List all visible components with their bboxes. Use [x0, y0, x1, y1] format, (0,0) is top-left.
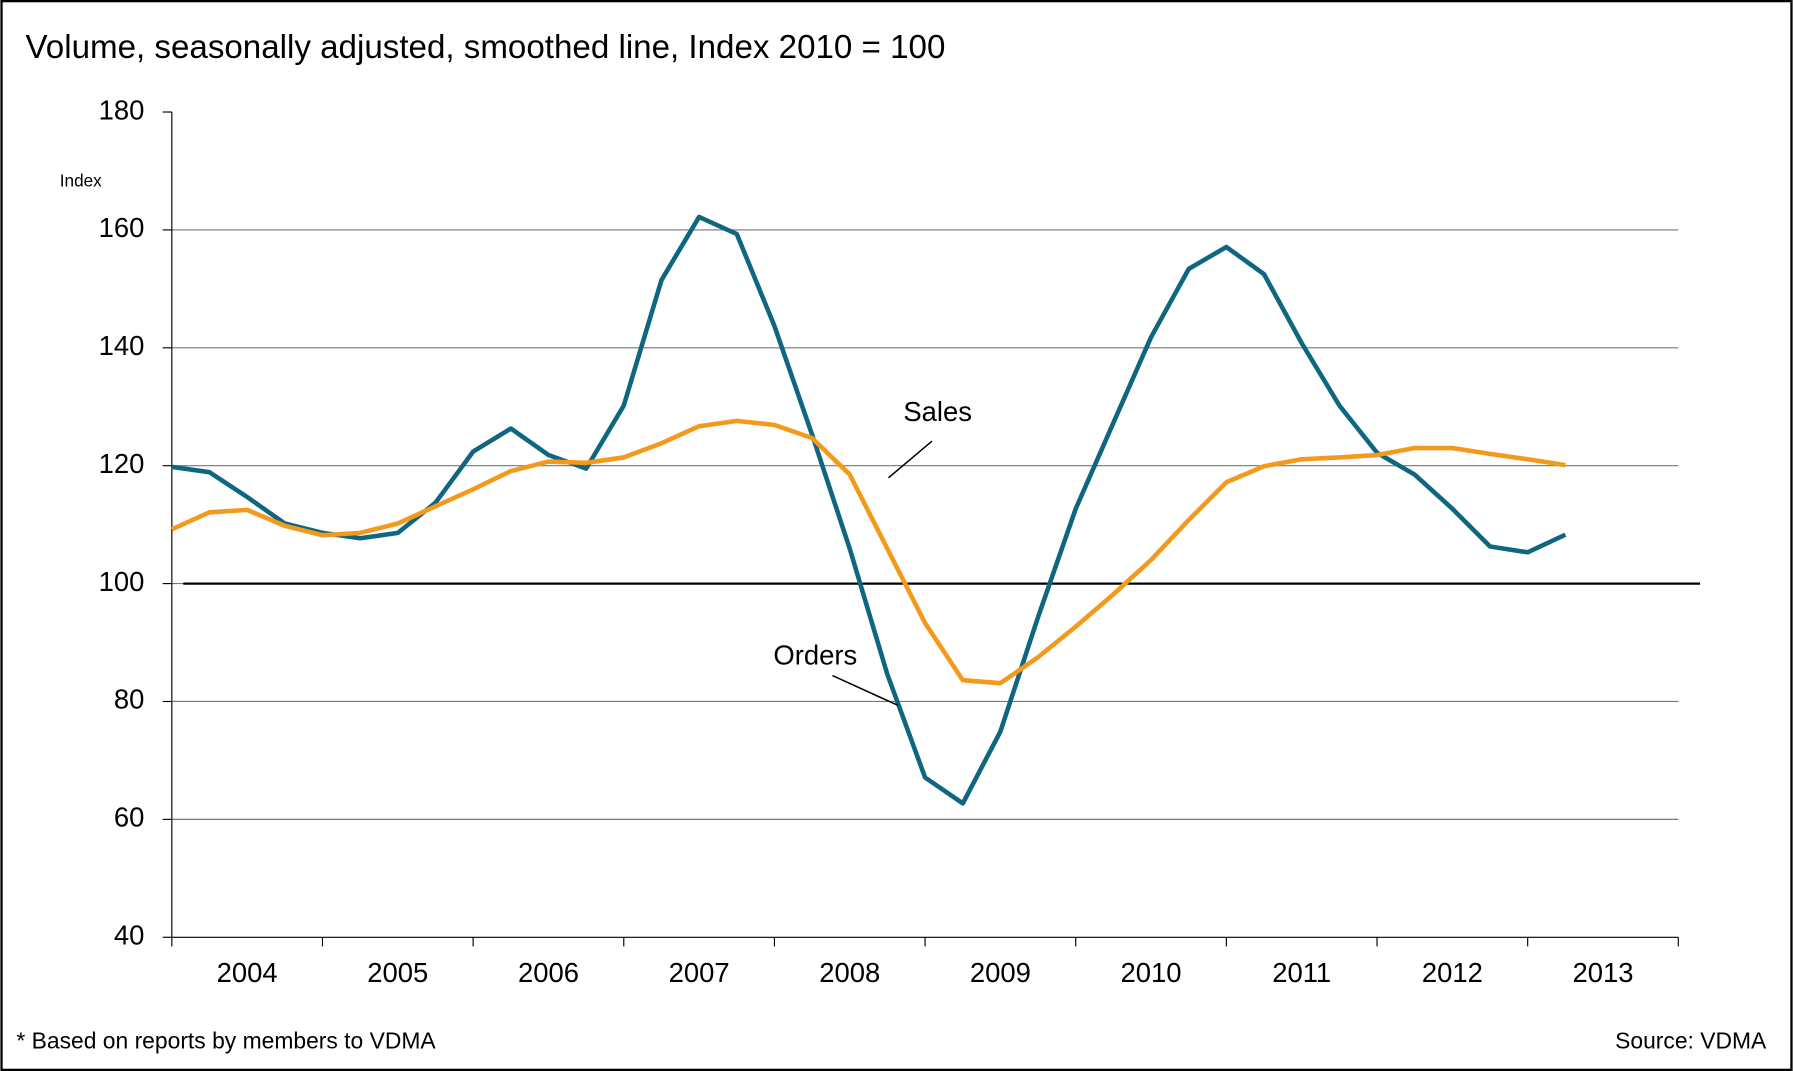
x-tick-label: 2006	[518, 957, 579, 988]
y-axis-label: Index	[60, 170, 102, 190]
x-tick-label: 2008	[819, 957, 880, 988]
y-tick-label: 160	[99, 212, 145, 243]
series-line	[171, 214, 1567, 806]
leader-line	[888, 440, 933, 479]
x-tick-label: 2012	[1422, 957, 1483, 988]
footnote: * Based on reports by members to VDMA	[16, 1027, 436, 1053]
x-tick-label: 2007	[669, 957, 730, 988]
series-label: Sales	[903, 396, 972, 427]
y-tick-label: 100	[99, 566, 145, 597]
y-tick-label: 40	[114, 920, 145, 951]
x-tick-label: 2010	[1121, 957, 1182, 988]
series-line	[170, 418, 1566, 686]
series-label: Orders	[773, 639, 857, 670]
x-tick-label: 2004	[217, 957, 278, 988]
x-tick-label: 2011	[1272, 957, 1331, 988]
x-tick-label: 2009	[970, 957, 1031, 988]
chart-title: Volume, seasonally adjusted, smoothed li…	[26, 29, 946, 66]
leader-line	[832, 674, 898, 706]
y-tick-label: 180	[99, 94, 145, 125]
x-tick-label: 2005	[367, 957, 428, 988]
y-tick-label: 60	[114, 802, 145, 833]
y-tick-label: 80	[114, 684, 145, 715]
x-tick-label: 2013	[1572, 957, 1633, 988]
y-tick-label: 120	[99, 448, 145, 479]
y-tick-label: 140	[99, 330, 145, 361]
source: Source: VDMA	[1615, 1027, 1767, 1053]
